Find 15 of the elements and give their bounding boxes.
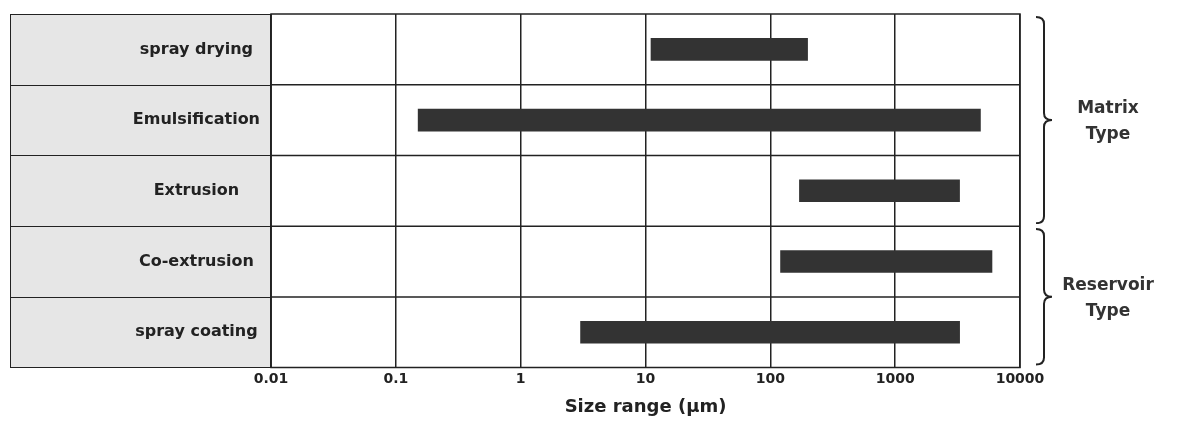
y-tick-label: Co-extrusion bbox=[138, 250, 254, 270]
x-tick-label: 0.1 bbox=[383, 369, 409, 386]
y-tick-label: Emulsification bbox=[132, 109, 260, 129]
x-tick-label: 10 bbox=[635, 369, 656, 386]
x-tick-label: 0.01 bbox=[253, 369, 289, 386]
x-tick-label: 100 bbox=[755, 369, 786, 386]
x-tick-label: 1000 bbox=[875, 369, 915, 386]
x-axis-title: Size range (µm) bbox=[564, 394, 727, 416]
text: Reservoir Type bbox=[1061, 272, 1155, 322]
text: Matrix Type bbox=[1076, 96, 1140, 146]
y-tick-label: Extrusion bbox=[153, 179, 240, 199]
y-tick-label: spray drying bbox=[139, 38, 254, 58]
x-tick-label: 10000 bbox=[995, 369, 1045, 386]
y-tick-label: spray coating bbox=[135, 321, 258, 341]
x-tick-label: 1 bbox=[515, 369, 526, 386]
